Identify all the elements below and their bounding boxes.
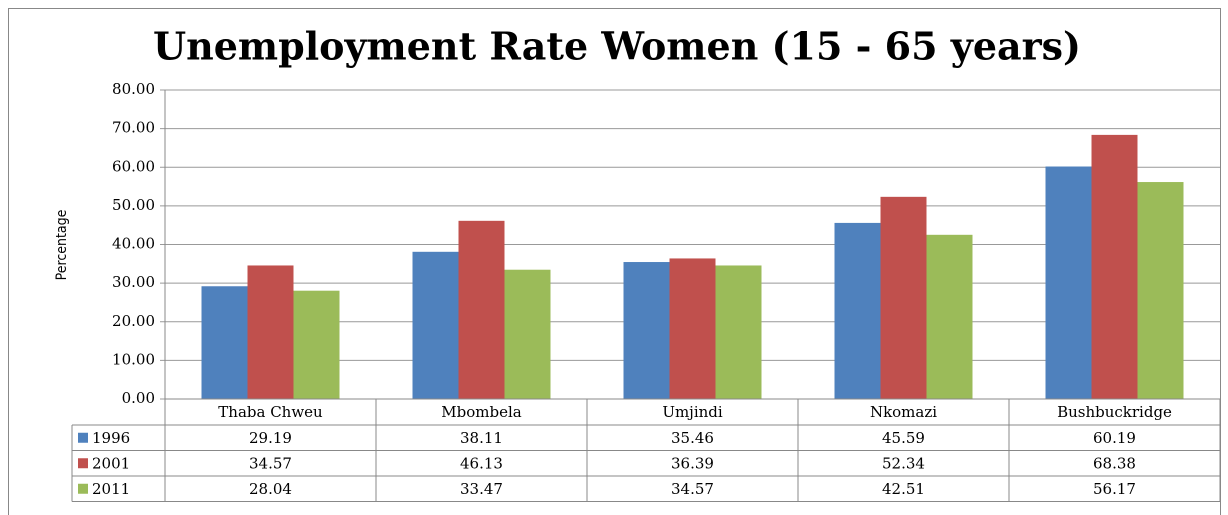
bar — [293, 290, 340, 399]
table-value: 68.38 — [1093, 454, 1136, 472]
table-value: 56.17 — [1093, 480, 1136, 498]
bar — [504, 269, 551, 399]
x-tick-label: Mbombela — [441, 403, 521, 421]
legend-swatch — [78, 458, 88, 469]
bar — [412, 251, 459, 399]
table-value: 35.46 — [671, 429, 714, 447]
table-value: 42.51 — [882, 480, 925, 498]
y-tick-label: 0.00 — [122, 389, 155, 407]
bar — [1091, 134, 1138, 399]
bar — [1137, 182, 1184, 399]
y-tick-label: 70.00 — [112, 119, 155, 137]
legend-label: 1996 — [92, 429, 130, 447]
bar — [623, 262, 670, 399]
y-tick-label: 80.00 — [112, 80, 155, 98]
legend-label: 2011 — [92, 480, 130, 498]
chart-border — [8, 8, 1221, 515]
y-tick-label: 20.00 — [112, 312, 155, 330]
bar — [247, 265, 294, 399]
bar — [834, 222, 881, 399]
y-axis-label: Percentage — [54, 209, 70, 280]
y-tick-label: 40.00 — [112, 235, 155, 253]
y-tick-label: 50.00 — [112, 196, 155, 214]
y-tick-label: 60.00 — [112, 157, 155, 175]
table-value: 45.59 — [882, 429, 925, 447]
table-value: 52.34 — [882, 454, 925, 472]
table-value: 33.47 — [460, 480, 503, 498]
legend-label: 2001 — [92, 454, 130, 472]
x-tick-label: Umjindi — [662, 403, 723, 421]
bar — [669, 258, 716, 399]
legend-swatch — [78, 483, 88, 494]
table-value: 38.11 — [460, 429, 503, 447]
x-tick-label: Bushbuckridge — [1057, 403, 1172, 421]
y-tick-label: 10.00 — [112, 350, 155, 368]
bar — [1045, 166, 1092, 399]
chart-title: Unemployment Rate Women (15 - 65 years) — [153, 24, 1081, 69]
bar — [715, 265, 762, 399]
bar — [880, 196, 927, 399]
table-value: 28.04 — [249, 480, 292, 498]
bar — [201, 286, 248, 399]
table-value: 34.57 — [671, 480, 714, 498]
bar — [458, 220, 505, 399]
bar — [926, 234, 973, 399]
table-value: 36.39 — [671, 454, 714, 472]
y-tick-label: 30.00 — [112, 273, 155, 291]
legend-swatch — [78, 432, 88, 443]
table-value: 34.57 — [249, 454, 292, 472]
x-tick-label: Nkomazi — [870, 403, 937, 421]
table-value: 46.13 — [460, 454, 503, 472]
table-value: 29.19 — [249, 429, 292, 447]
x-tick-label: Thaba Chweu — [218, 403, 323, 421]
table-value: 60.19 — [1093, 429, 1136, 447]
